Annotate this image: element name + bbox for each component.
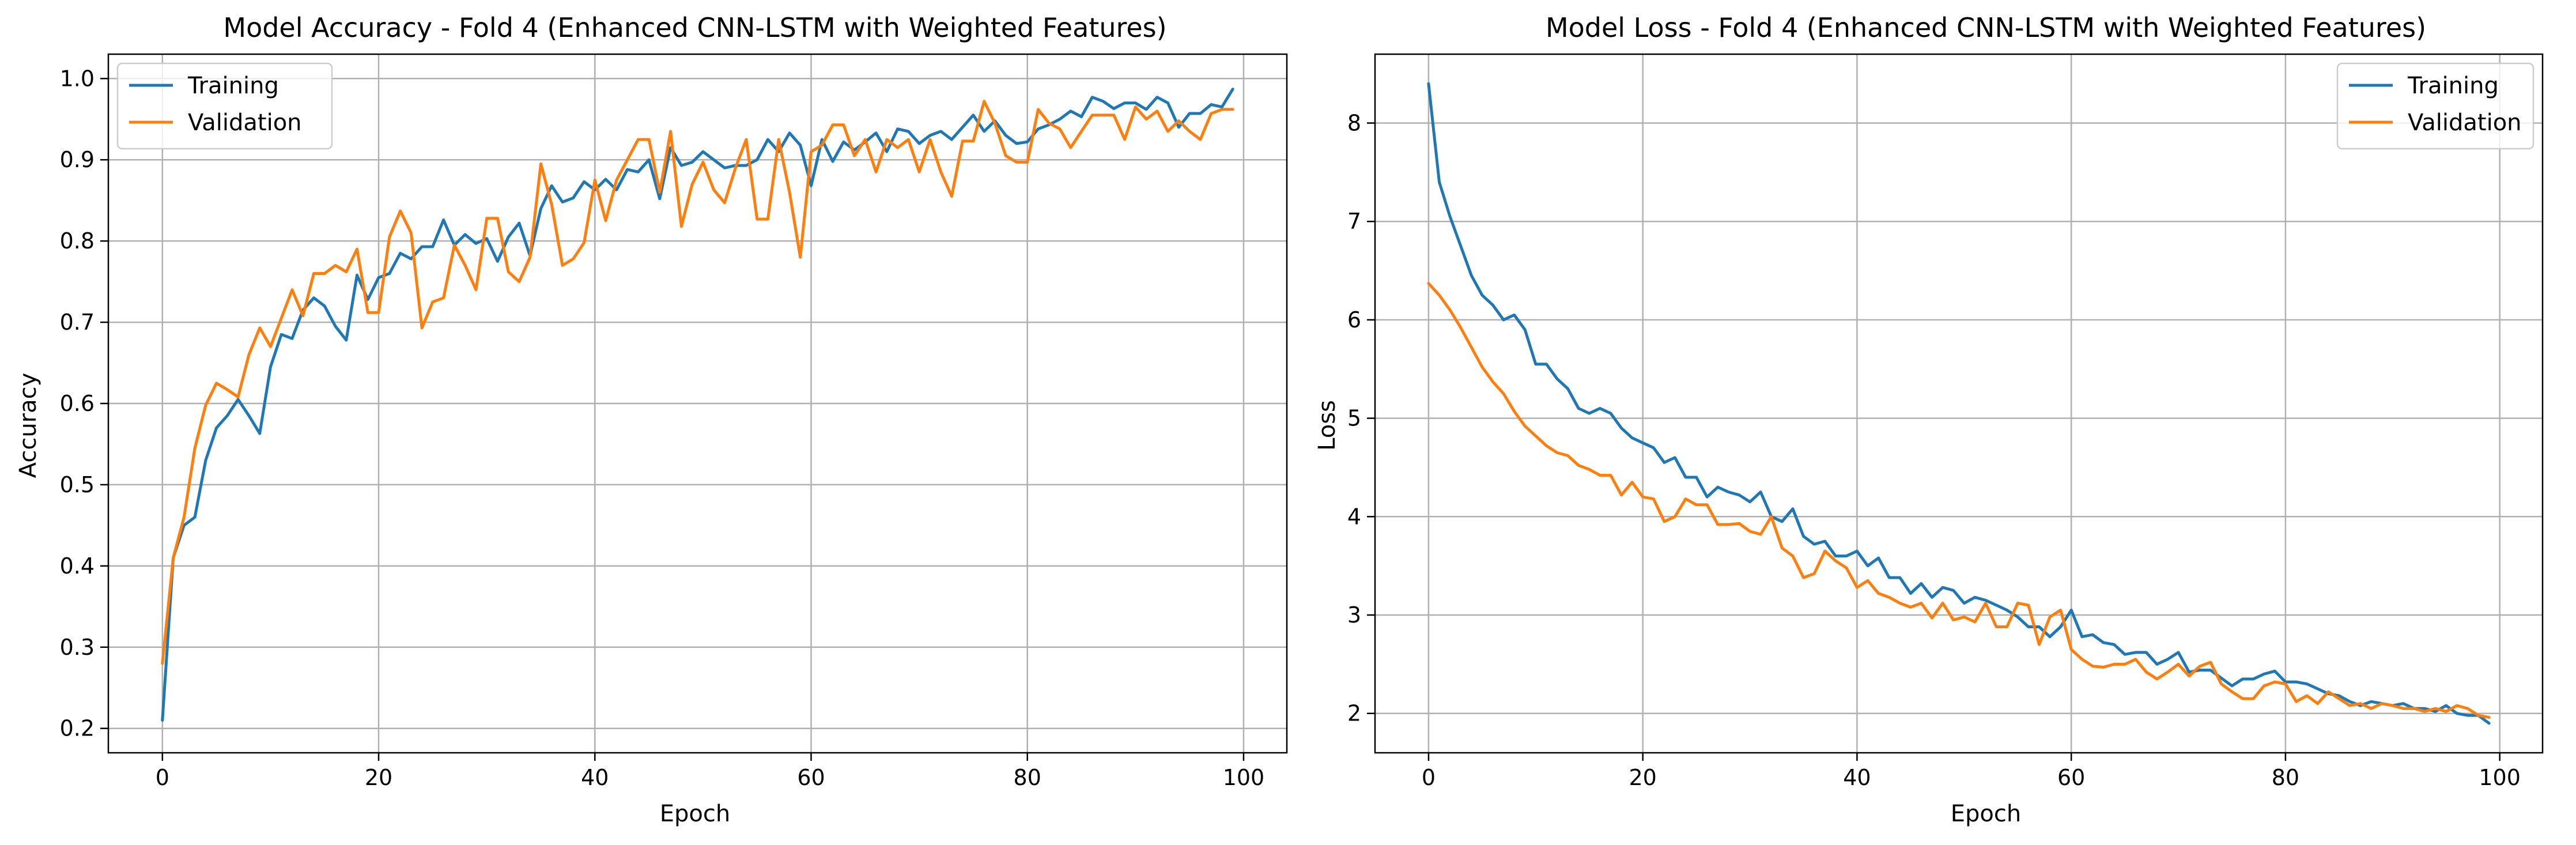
- accuracy-x-tick-label: 60: [797, 765, 825, 790]
- accuracy-y-tick-label: 0.2: [60, 716, 95, 741]
- loss-training-line: [1427, 82, 2491, 725]
- accuracy-legend-label-training: Training: [187, 73, 279, 99]
- accuracy-x-tick-label: 40: [581, 765, 609, 790]
- loss-x-tick-label: 40: [1843, 765, 1871, 790]
- loss-validation-line: [1427, 282, 2491, 719]
- accuracy-training-line: [161, 88, 1234, 722]
- accuracy-y-axis-label: Accuracy: [15, 373, 41, 478]
- loss-plot-frame: [1374, 53, 2544, 754]
- loss-y-tick-label: 8: [1347, 110, 1361, 135]
- loss-y-tick-label: 5: [1347, 406, 1361, 431]
- accuracy-y-tick-label: 0.8: [60, 228, 95, 254]
- loss-legend-label-training: Training: [2407, 73, 2499, 99]
- accuracy-x-tick-label: 80: [1014, 765, 1041, 790]
- loss-x-axis-label: Epoch: [1951, 801, 2021, 827]
- loss-y-tick-label: 4: [1347, 504, 1361, 529]
- accuracy-y-tick-label: 0.3: [60, 635, 95, 660]
- loss-x-tick-label: 60: [2057, 765, 2085, 790]
- loss-y-tick-label: 3: [1347, 602, 1361, 628]
- loss-y-tick-label: 6: [1347, 307, 1361, 333]
- accuracy-chart-title: Model Accuracy - Fold 4 (Enhanced CNN-LS…: [223, 12, 1166, 43]
- loss-grid: [1375, 54, 2543, 753]
- accuracy-grid: [108, 54, 1287, 753]
- accuracy-x-tick-label: 0: [156, 765, 169, 790]
- loss-x-tick-label: 100: [2479, 765, 2521, 790]
- accuracy-x-axis-label: Epoch: [660, 801, 730, 827]
- accuracy-legend-label-validation: Validation: [188, 110, 302, 136]
- accuracy-y-tick-label: 1.0: [60, 66, 95, 91]
- accuracy-validation-line: [161, 100, 1234, 665]
- accuracy-y-tick-label: 0.6: [60, 391, 95, 416]
- loss-chart: Model Loss - Fold 4 (Enhanced CNN-LSTM w…: [1314, 12, 2544, 827]
- loss-y-axis-label: Loss: [1314, 400, 1340, 451]
- accuracy-y-tick-label: 0.5: [60, 472, 95, 497]
- loss-legend: Training Validation: [2336, 62, 2535, 150]
- accuracy-y-tick-label: 0.9: [60, 147, 95, 172]
- accuracy-y-tick-label: 0.7: [60, 310, 95, 335]
- accuracy-x-tick-label: 100: [1223, 765, 1265, 790]
- accuracy-legend: Training Validation: [116, 62, 333, 150]
- accuracy-y-tick-label: 0.4: [60, 553, 95, 579]
- accuracy-chart: Model Accuracy - Fold 4 (Enhanced CNN-LS…: [15, 12, 1288, 827]
- loss-y-tick-label: 7: [1347, 209, 1361, 234]
- loss-x-tick-label: 80: [2272, 765, 2299, 790]
- loss-chart-title: Model Loss - Fold 4 (Enhanced CNN-LSTM w…: [1546, 12, 2426, 43]
- loss-legend-label-validation: Validation: [2408, 110, 2522, 136]
- loss-x-tick-label: 0: [1422, 765, 1436, 790]
- loss-x-tick-label: 20: [1629, 765, 1656, 790]
- accuracy-x-tick-label: 20: [365, 765, 392, 790]
- loss-y-tick-label: 2: [1347, 701, 1361, 726]
